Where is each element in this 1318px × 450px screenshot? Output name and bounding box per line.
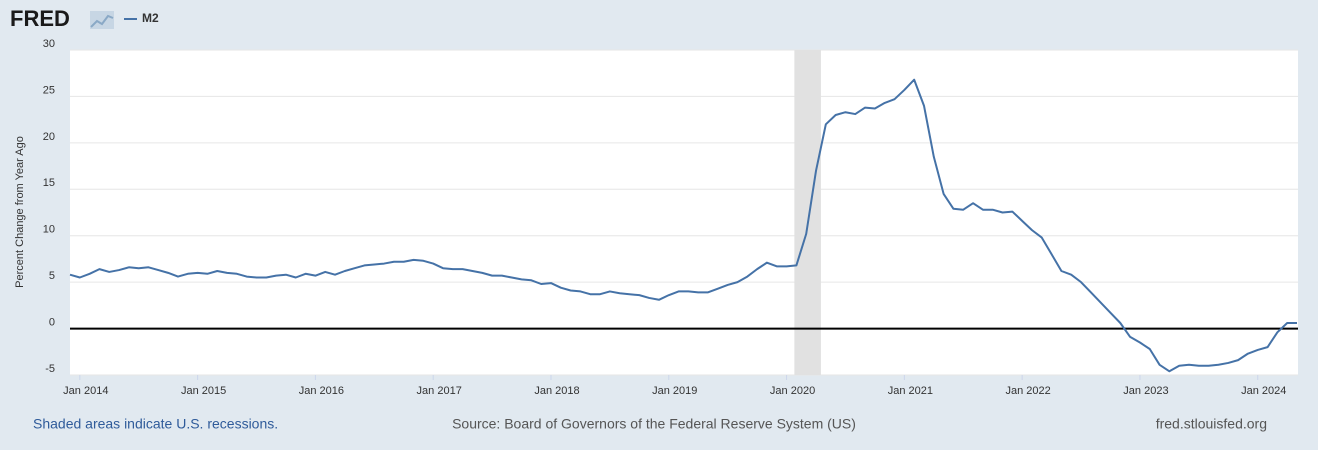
x-tick-label: Jan 2023 xyxy=(1123,385,1168,397)
x-tick-label: Jan 2020 xyxy=(770,385,815,397)
y-axis-label: Percent Change from Year Ago xyxy=(14,136,26,288)
legend-label: M2 xyxy=(142,11,159,25)
y-tick-label: 0 xyxy=(49,316,55,328)
series-line xyxy=(69,78,1297,373)
source: Source: Board of Governors of the Federa… xyxy=(452,416,856,432)
y-tick-label: 20 xyxy=(43,131,55,143)
x-tick-label: Jan 2017 xyxy=(417,385,462,397)
recession-note[interactable]: Shaded areas indicate U.S. recessions. xyxy=(33,416,278,432)
y-tick-label: 25 xyxy=(43,84,55,96)
logo[interactable]: FRED xyxy=(10,6,70,31)
plot-area xyxy=(70,50,1298,375)
y-tick-label: 30 xyxy=(43,38,55,50)
x-tick-label: Jan 2022 xyxy=(1006,385,1051,397)
y-tick-label: 5 xyxy=(49,270,55,282)
x-tick-label: Jan 2019 xyxy=(652,385,697,397)
x-tick-label: Jan 2015 xyxy=(181,385,226,397)
x-tick-label: Jan 2021 xyxy=(888,385,933,397)
x-tick-label: Jan 2024 xyxy=(1241,385,1286,397)
recession-band xyxy=(794,50,821,375)
x-tick-label: Jan 2016 xyxy=(299,385,344,397)
y-tick-label: 15 xyxy=(43,177,55,189)
x-tick-label: Jan 2014 xyxy=(63,385,108,397)
site-link[interactable]: fred.stlouisfed.org xyxy=(1156,416,1267,432)
y-tick-label: 10 xyxy=(43,224,55,236)
y-tick-label: -5 xyxy=(45,363,55,375)
logo-icon xyxy=(90,11,114,29)
x-tick-label: Jan 2018 xyxy=(534,385,579,397)
